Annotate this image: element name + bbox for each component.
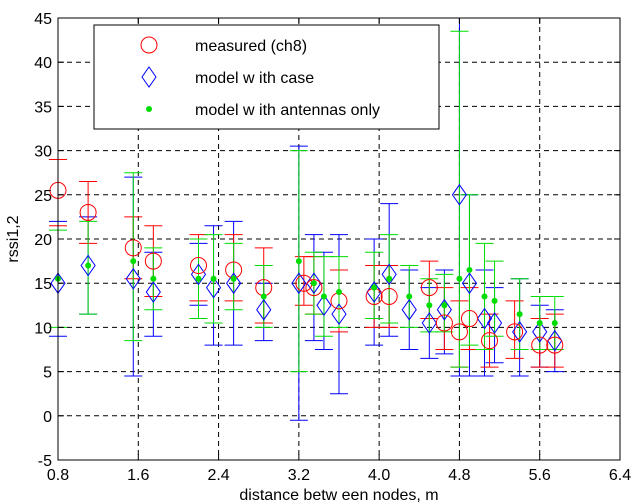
x-tick-label: 4.0: [368, 467, 390, 484]
x-axis-label: distance betw een nodes, m: [239, 487, 438, 504]
data-point: [124, 239, 142, 257]
legend: measured (ch8) model w ith case model w it…: [93, 24, 440, 130]
data-point: [486, 312, 503, 334]
data-point: [531, 336, 549, 354]
y-tick-label: 15: [34, 276, 52, 293]
x-tick-label: 1.6: [127, 467, 149, 484]
data-point: [260, 293, 267, 300]
data-point: [491, 297, 498, 304]
data-point: [536, 319, 543, 326]
y-tick-label: 40: [34, 55, 52, 72]
data-point: [145, 281, 161, 303]
y-tick-label: 30: [34, 144, 52, 161]
data-point: [512, 320, 528, 343]
data-point: [85, 262, 92, 269]
legend-box: [93, 24, 440, 130]
legend-label: measured (ch8): [195, 38, 307, 55]
data-point: [381, 263, 397, 286]
data-point: [456, 275, 463, 282]
data-point: [476, 307, 493, 330]
error-bar: [124, 172, 143, 342]
data-point: [460, 310, 478, 328]
y-tick-label: 20: [34, 232, 52, 249]
data-point: [291, 272, 307, 295]
data-point: [190, 257, 207, 275]
y-tick-label: 25: [34, 188, 52, 205]
data-point: [366, 281, 382, 303]
y-tick-label: 45: [34, 11, 52, 28]
data-point: [461, 272, 478, 295]
data-point: [125, 267, 141, 290]
legend-label: model w ith case: [195, 70, 314, 87]
data-point: [506, 323, 524, 341]
y-tick-label: -5: [38, 453, 52, 470]
data-point: [371, 284, 378, 291]
data-point: [547, 329, 563, 352]
data-point: [466, 266, 473, 273]
data-point: [316, 294, 332, 317]
data-point: [230, 275, 237, 282]
x-tick-label: 4.8: [448, 467, 470, 484]
y-tick-label: 35: [34, 99, 52, 116]
y-tick-label: 10: [34, 320, 52, 337]
data-point: [306, 272, 322, 295]
x-tick-label: 2.4: [207, 467, 229, 484]
x-tick-label: 6.4: [609, 467, 631, 484]
data-point: [406, 293, 413, 300]
legend-marker: [146, 106, 152, 112]
data-point: [336, 289, 342, 296]
data-point: [80, 254, 96, 277]
data-point: [426, 302, 433, 309]
data-point: [551, 319, 558, 326]
data-point: [331, 303, 347, 326]
x-tick-label: 3.2: [288, 467, 310, 484]
legend-label: model w ith antennas only: [195, 102, 380, 119]
x-tick-label: 0.8: [47, 467, 69, 484]
axis-ticks: 0.8 1.6 2.4 3.2 4.0 4.8 5.6 6.4 -5 0 5 10 15 20 25 30 35…: [34, 11, 631, 484]
data-point: [144, 252, 162, 270]
data-point: [532, 320, 548, 343]
data-point: [435, 314, 453, 332]
y-tick-label: 5: [43, 365, 52, 382]
data-point: [436, 298, 452, 321]
data-point: [401, 298, 417, 321]
x-tick-label: 5.6: [529, 467, 551, 484]
y-tick-label: 0: [43, 409, 52, 426]
data-point: [150, 275, 157, 282]
data-point: [295, 258, 302, 265]
data-point: [421, 312, 437, 334]
data-point: [380, 287, 398, 305]
data-point: [130, 258, 137, 265]
data-point: [386, 275, 393, 282]
error-bar: [450, 30, 469, 368]
data-point: [450, 323, 468, 341]
data-point: [546, 336, 564, 354]
data-point: [79, 203, 97, 221]
data-point: [310, 280, 317, 287]
data-point: [305, 279, 323, 297]
data-point: [195, 275, 202, 282]
data-point: [226, 272, 242, 295]
data-point: [256, 298, 272, 321]
data-point: [420, 279, 438, 297]
data-point: [481, 332, 499, 350]
data-point: [320, 293, 327, 300]
data-point: [516, 311, 523, 318]
data-point: [210, 275, 217, 282]
data-point: [190, 263, 207, 286]
legend-marker: [140, 36, 158, 54]
data-point: [481, 293, 488, 300]
legend-marker: [141, 66, 157, 88]
data-point: [441, 302, 448, 309]
y-axis-label: rssi1,2: [5, 215, 22, 262]
data-point: [205, 276, 222, 299]
data-point: [451, 183, 468, 206]
